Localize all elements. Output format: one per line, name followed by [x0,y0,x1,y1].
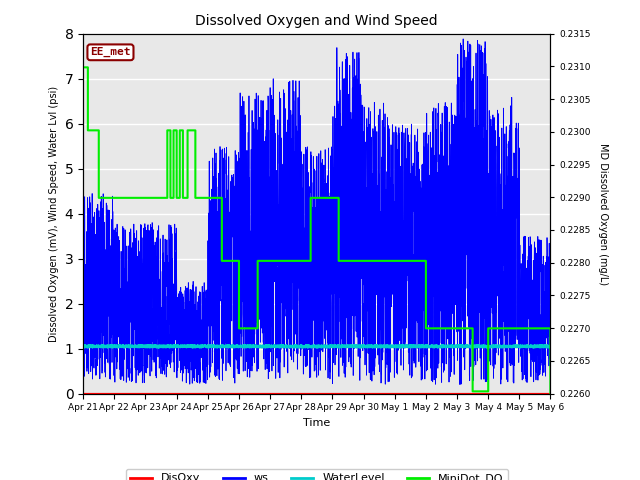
Title: Dissolved Oxygen and Wind Speed: Dissolved Oxygen and Wind Speed [195,14,438,28]
Y-axis label: Dissolved Oxygen (mV), Wind Speed, Water Lvl (psi): Dissolved Oxygen (mV), Wind Speed, Water… [49,85,59,342]
Legend: DisOxy, ws, WaterLevel, MiniDot_DO: DisOxy, ws, WaterLevel, MiniDot_DO [125,469,508,480]
X-axis label: Time: Time [303,418,330,428]
Y-axis label: MD Dissolved Oxygen (mg/L): MD Dissolved Oxygen (mg/L) [598,143,607,285]
Text: EE_met: EE_met [90,47,131,58]
